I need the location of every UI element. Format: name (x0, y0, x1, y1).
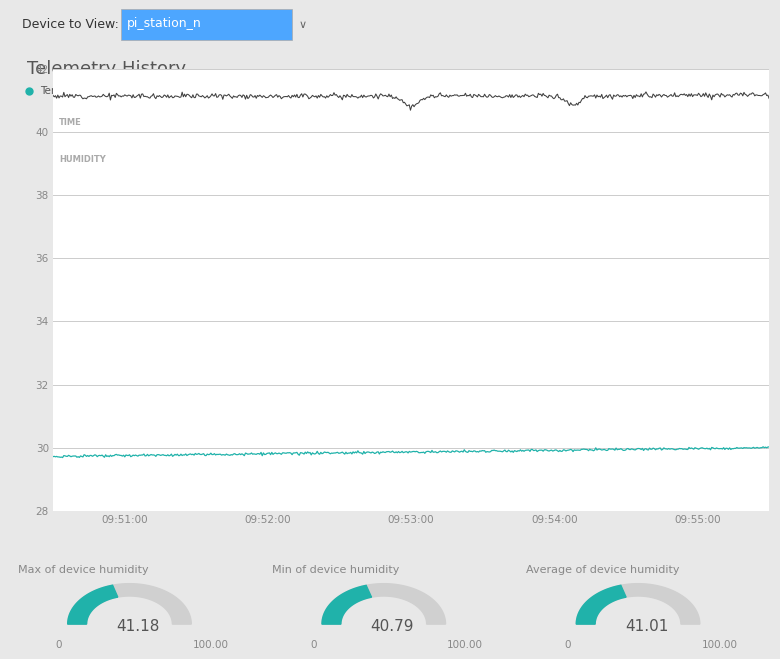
Text: pi_station_n: pi_station_n (127, 17, 201, 30)
Text: Humidity: Humidity (98, 86, 146, 96)
Text: 100.00: 100.00 (701, 641, 738, 650)
Text: 0: 0 (310, 641, 317, 650)
Text: 41.18: 41.18 (116, 619, 160, 635)
Text: Device to View:: Device to View: (22, 18, 119, 31)
Text: 0: 0 (56, 641, 62, 650)
Polygon shape (322, 585, 371, 624)
Text: 100.00: 100.00 (193, 641, 229, 650)
FancyBboxPatch shape (121, 9, 292, 40)
Polygon shape (68, 585, 118, 624)
Text: ∨: ∨ (299, 20, 307, 30)
Text: Max of device humidity: Max of device humidity (18, 565, 148, 575)
Text: Min of device humidity: Min of device humidity (272, 565, 399, 575)
Text: Telemetry History: Telemetry History (27, 60, 186, 78)
Polygon shape (322, 584, 445, 624)
Polygon shape (576, 585, 626, 624)
Text: Average of device humidity: Average of device humidity (526, 565, 680, 575)
Text: 40.79: 40.79 (370, 619, 414, 635)
Polygon shape (68, 584, 191, 624)
Text: 100.00: 100.00 (447, 641, 484, 650)
Text: 41.01: 41.01 (625, 619, 668, 635)
Polygon shape (576, 584, 700, 624)
Text: 0: 0 (565, 641, 571, 650)
Text: Temperature: Temperature (40, 86, 106, 96)
